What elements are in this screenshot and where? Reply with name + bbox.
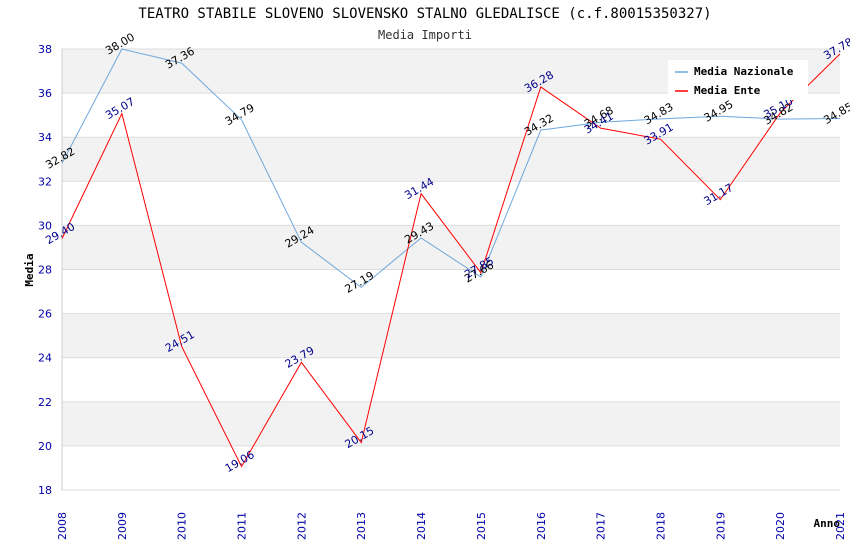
- y-tick-label: 28: [38, 264, 52, 277]
- y-tick-label: 30: [38, 219, 52, 232]
- x-tick-label: 2008: [56, 512, 69, 540]
- chart-subtitle: Media Importi: [378, 28, 472, 42]
- legend-label-media-nazionale: Media Nazionale: [694, 65, 794, 78]
- y-tick-label: 32: [38, 175, 52, 188]
- legend: Media Nazionale Media Ente: [668, 60, 808, 100]
- grid-band: [62, 181, 840, 226]
- x-tick-label: 2009: [116, 512, 129, 540]
- x-tick-label: 2016: [535, 512, 548, 540]
- x-axis-title: Anno: [814, 517, 841, 530]
- series-media-nazionale: [61, 48, 841, 288]
- x-tick-label: 2017: [595, 512, 608, 540]
- x-tick-label: 2015: [475, 512, 488, 540]
- y-tick-label: 26: [38, 308, 52, 321]
- x-tick-label: 2020: [774, 512, 787, 540]
- y-tick-label: 36: [38, 87, 52, 100]
- grid-bands: [61, 48, 840, 491]
- chart-title: TEATRO STABILE SLOVENO SLOVENSKO STALNO …: [138, 6, 711, 22]
- y-tick-label: 20: [38, 440, 52, 453]
- x-tick-label: 2010: [176, 512, 189, 540]
- y-tick-label: 18: [38, 484, 52, 497]
- legend-box: [668, 60, 808, 100]
- grid-band: [62, 401, 840, 446]
- y-tick-label: 38: [38, 43, 52, 56]
- x-tick-label: 2013: [355, 512, 368, 540]
- series-line-media-ente: [61, 53, 841, 468]
- x-tick-label: 2019: [714, 512, 727, 540]
- x-tick-label: 2018: [654, 512, 667, 540]
- grid-band: [62, 357, 840, 402]
- x-tick-label: 2012: [295, 512, 308, 540]
- series-media-ente: [61, 53, 841, 468]
- x-tick-label: 2021: [834, 512, 847, 540]
- grid-band: [62, 137, 840, 182]
- y-tick-label: 22: [38, 396, 52, 409]
- y-axis-ticks: 18 20 22 24 26 28 30 32 34 36 38: [38, 43, 52, 497]
- x-axis-ticks: 2008 2009 2010 2011 2012 2013 2014 2015 2016 2017…: [56, 512, 847, 540]
- y-axis-title: Media: [23, 253, 36, 286]
- y-tick-label: 24: [38, 352, 52, 365]
- grid-band: [62, 269, 840, 314]
- y-tick-label: 34: [38, 131, 52, 144]
- x-tick-label: 2014: [415, 512, 428, 540]
- grid-band: [62, 445, 840, 490]
- grid-band: [62, 225, 840, 270]
- legend-label-media-ente: Media Ente: [694, 84, 761, 97]
- grid-band: [62, 313, 840, 358]
- grid-band: [62, 93, 840, 138]
- series-line-media-nazionale: [61, 48, 841, 288]
- x-tick-label: 2011: [236, 512, 249, 540]
